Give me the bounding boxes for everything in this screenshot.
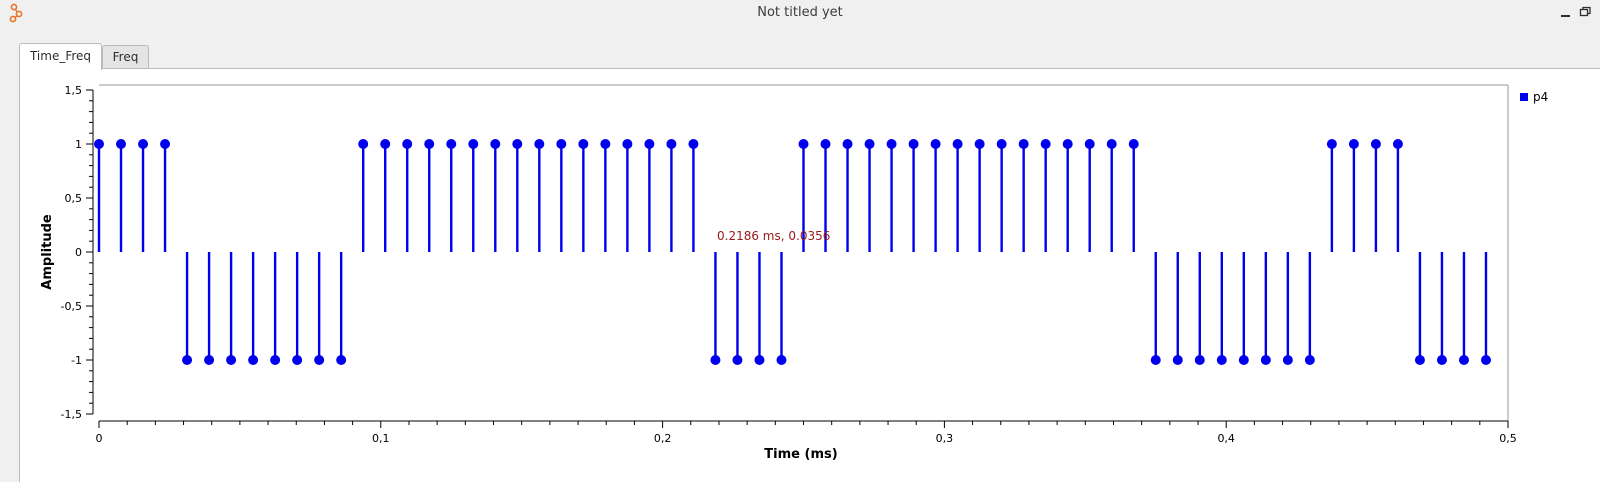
tab-time-freq[interactable]: Time_Freq bbox=[19, 43, 102, 70]
x-tick-label: 0,3 bbox=[936, 432, 954, 445]
stem-marker bbox=[1436, 355, 1447, 365]
stem-marker bbox=[1106, 139, 1117, 149]
window-title: Not titled yet bbox=[757, 5, 843, 20]
stem-marker bbox=[424, 139, 435, 149]
stem-marker bbox=[864, 139, 875, 149]
stem-marker bbox=[138, 139, 149, 149]
stem-marker bbox=[182, 355, 193, 365]
y-tick-label: 0 bbox=[75, 246, 82, 259]
stem-marker bbox=[358, 139, 369, 149]
series-p4 bbox=[94, 139, 1491, 365]
legend-swatch bbox=[1520, 93, 1528, 101]
stem-marker bbox=[622, 139, 633, 149]
stem-marker bbox=[1348, 139, 1359, 149]
stem-marker bbox=[886, 139, 897, 149]
stem-marker bbox=[1062, 139, 1073, 149]
stem-marker bbox=[1040, 139, 1051, 149]
stem-marker bbox=[1238, 355, 1249, 365]
stem-marker bbox=[974, 139, 985, 149]
stem-marker bbox=[446, 139, 457, 149]
legend-label: p4 bbox=[1533, 90, 1548, 104]
stem-marker bbox=[468, 139, 479, 149]
stem-marker bbox=[1326, 139, 1337, 149]
stem-marker bbox=[160, 139, 171, 149]
stem-marker bbox=[688, 139, 699, 149]
stem-marker bbox=[578, 139, 589, 149]
x-tick-label: 0 bbox=[96, 432, 103, 445]
stem-marker bbox=[248, 355, 259, 365]
restore-icon[interactable] bbox=[1578, 5, 1592, 19]
stem-marker bbox=[116, 139, 127, 149]
stem-marker bbox=[1194, 355, 1205, 365]
y-tick-label: -1 bbox=[71, 354, 82, 367]
stem-marker bbox=[380, 139, 391, 149]
stem-marker bbox=[270, 355, 281, 365]
x-axis: 0 0,1 0,2 0,3 0,4 0,5 bbox=[96, 420, 1517, 445]
stem-marker bbox=[754, 355, 765, 365]
y-tick-label: 1 bbox=[75, 138, 82, 151]
stem-marker bbox=[1392, 139, 1403, 149]
stem-marker bbox=[94, 139, 104, 149]
stem-marker bbox=[1128, 139, 1139, 149]
stem-marker bbox=[402, 139, 413, 149]
y-axis: 1,5 1 0,5 0 -0,5 -1 -1,5 bbox=[61, 84, 94, 421]
stem-marker bbox=[908, 139, 919, 149]
tab-freq[interactable]: Freq bbox=[102, 45, 149, 68]
minimize-icon[interactable] bbox=[1559, 5, 1573, 19]
stem-marker bbox=[556, 139, 567, 149]
stem-marker bbox=[1304, 355, 1315, 365]
y-tick-label: 1,5 bbox=[65, 84, 83, 97]
x-tick-label: 0,5 bbox=[1499, 432, 1517, 445]
x-tick-label: 0,4 bbox=[1217, 432, 1235, 445]
stem-marker bbox=[512, 139, 523, 149]
stem-marker bbox=[292, 355, 303, 365]
stem-marker bbox=[1370, 139, 1381, 149]
stem-marker bbox=[996, 139, 1007, 149]
stem-marker bbox=[930, 139, 941, 149]
stem-marker bbox=[1084, 139, 1095, 149]
plot-frame bbox=[99, 84, 1509, 421]
stem-marker bbox=[820, 139, 831, 149]
stem-marker bbox=[336, 355, 347, 365]
tab-label: Freq bbox=[112, 50, 139, 64]
stem-marker bbox=[1414, 355, 1425, 365]
y-tick-label: 0,5 bbox=[65, 192, 83, 205]
stem-marker bbox=[1172, 355, 1183, 365]
stem-marker bbox=[776, 355, 787, 365]
x-axis-label: Time (ms) bbox=[764, 447, 837, 462]
time-plot[interactable]: 1,5 1 0,5 0 -0,5 -1 -1,5 0 0,1 0,2 0,3 0,4 0,5 Ampl… bbox=[20, 69, 1600, 482]
gnuradio-icon bbox=[9, 3, 23, 23]
tab-label: Time_Freq bbox=[29, 49, 92, 63]
title-bar: Not titled yet bbox=[0, 0, 1600, 26]
x-tick-label: 0,1 bbox=[372, 432, 390, 445]
stem-marker bbox=[1216, 355, 1227, 365]
stem-marker bbox=[490, 139, 501, 149]
stem-marker bbox=[1480, 355, 1491, 365]
stem-marker bbox=[314, 355, 325, 365]
stem-marker bbox=[600, 139, 611, 149]
stem-marker bbox=[534, 139, 545, 149]
stem-marker bbox=[952, 139, 963, 149]
stem-marker bbox=[1150, 355, 1161, 365]
stem-marker bbox=[1260, 355, 1271, 365]
stem-marker bbox=[710, 355, 721, 365]
plot-panel: 1,5 1 0,5 0 -0,5 -1 -1,5 0 0,1 0,2 0,3 0,4 0,5 Ampl… bbox=[19, 68, 1600, 482]
legend[interactable]: p4 bbox=[1520, 90, 1548, 104]
stem-marker bbox=[204, 355, 215, 365]
stem-marker bbox=[1458, 355, 1469, 365]
stem-marker bbox=[1018, 139, 1029, 149]
stem-marker bbox=[644, 139, 655, 149]
stem-marker bbox=[666, 139, 677, 149]
y-axis-label: Amplitude bbox=[40, 214, 55, 290]
stem-marker bbox=[226, 355, 237, 365]
stem-marker bbox=[798, 139, 809, 149]
stem-marker bbox=[732, 355, 743, 365]
stem-marker bbox=[842, 139, 853, 149]
cursor-readout: 0.2186 ms, 0.0356 bbox=[717, 229, 830, 243]
y-tick-label: -0,5 bbox=[61, 300, 82, 313]
x-tick-label: 0,2 bbox=[654, 432, 672, 445]
y-tick-label: -1,5 bbox=[61, 408, 82, 421]
stem-marker bbox=[1282, 355, 1293, 365]
